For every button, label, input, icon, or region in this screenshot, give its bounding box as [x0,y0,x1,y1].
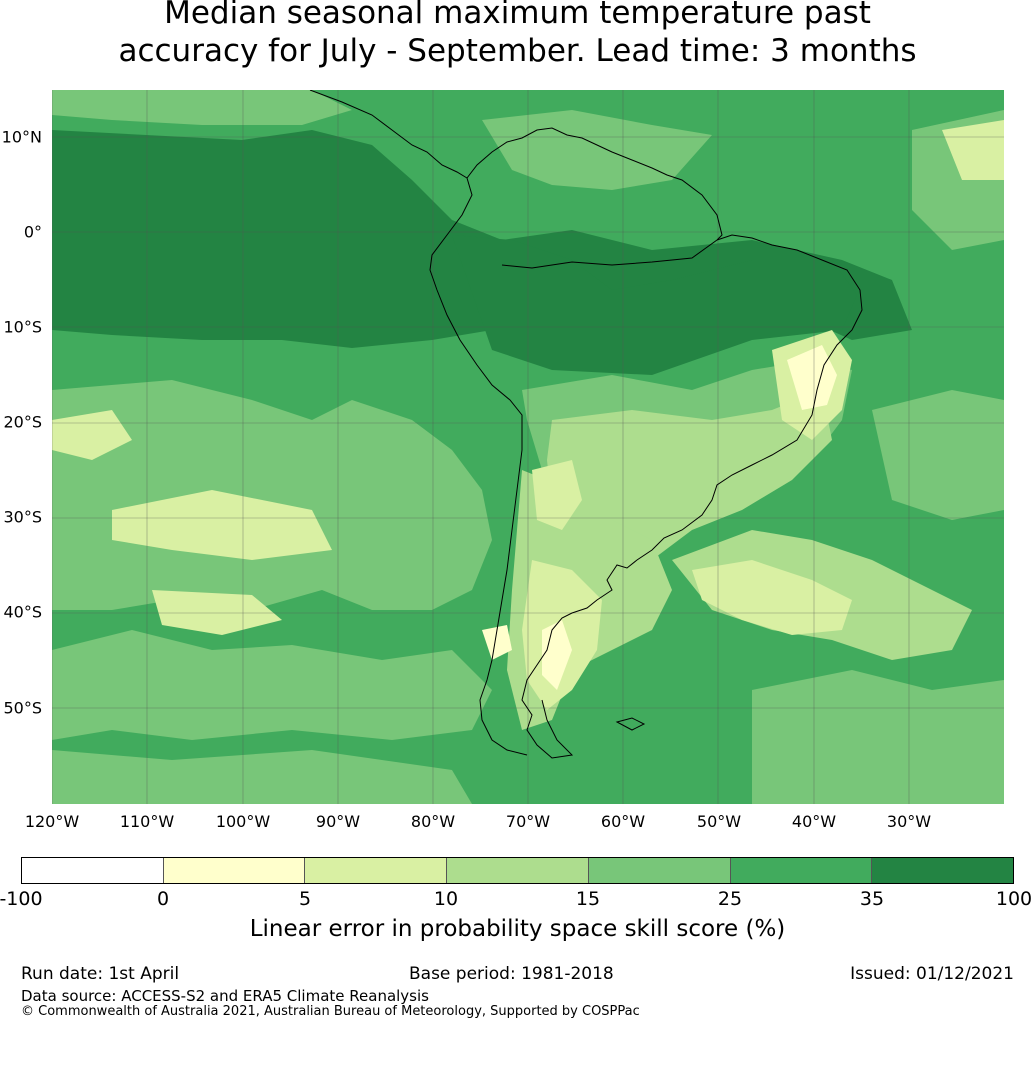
lon-tick-100w: 100°W [215,812,271,831]
field-brazil-pale [787,345,837,410]
lat-tick-10n: 10°N [1,127,42,147]
colorbar-tick: 15 [575,888,601,910]
map-title-line2: accuracy for July - September. Lead time… [118,33,917,69]
colorbar-segment [872,858,1014,883]
field-pacific-light [52,380,492,610]
coastline-south-america [521,234,863,759]
field-chaco-yellow [532,460,582,530]
field-south-atlantic-yellow [692,560,852,635]
coastline-west-south-america [429,177,528,756]
coastline-central-america [309,90,723,241]
issued-date: Issued: 01/12/2021 [850,964,1014,984]
colorbar-tick: 5 [298,888,312,910]
lon-tick-50w: 50°W [696,812,742,831]
colorbar-segment [730,858,873,883]
colorbar-tick: 10 [433,888,459,910]
coastline-amazon-river [501,239,718,269]
skill-score-map [52,90,1004,804]
lon-tick-120w: 120°W [24,812,80,831]
map-gridlines [52,90,1004,804]
field-southwest-light [52,750,472,804]
colorbar-tick: 0 [156,888,170,910]
lon-tick-70w: 70°W [505,812,551,831]
run-date: Run date: 1st April [21,964,180,984]
lon-tick-110w: 110°W [119,812,175,831]
lat-tick-0: 0° [23,222,42,242]
colorbar-segment [588,858,731,883]
colorbar-label: Linear error in probability space skill … [249,916,786,942]
coastline-falklands [615,717,646,731]
colorbar-tick: 100 [995,888,1033,910]
lon-tick-80w: 80°W [410,812,456,831]
field-pacific-yellow [52,410,132,460]
field-argentina-pale [542,620,572,690]
lon-tick-90w: 90°W [315,812,361,831]
colorbar-segment [447,858,589,883]
field-north-dark-2 [452,235,857,375]
colorbar-segment [305,858,448,883]
field-pacific-yellow-2 [112,490,332,560]
colorbar-tick: 35 [859,888,885,910]
lat-tick-30s: 30°S [3,507,42,527]
lon-tick-60w: 60°W [600,812,646,831]
lat-tick-40s: 40°S [3,602,42,622]
lon-tick-30w: 30°W [886,812,932,831]
field-lowest-pale [482,625,512,660]
colorbar-segment [163,858,306,883]
map-title-line1: Median seasonal maximum temperature past [164,0,871,31]
field-eastpac-light [872,390,1004,520]
lat-tick-20s: 20°S [3,412,42,432]
colorbar-tick: -100 [0,888,43,910]
field-east-atlantic-yellow [942,120,1004,180]
map-area [52,90,1004,804]
field-pacific-south [52,630,492,740]
colorbar-tick: 25 [717,888,743,910]
copyright: © Commonwealth of Australia 2021, Austra… [21,1004,640,1019]
lon-tick-40w: 40°W [791,812,837,831]
field-north-light [52,90,352,125]
lat-tick-10s: 10°S [3,317,42,337]
field-pacific-yellow-3 [152,590,282,635]
field-southeast-light [752,670,1004,804]
colorbar [21,857,1014,884]
coastlines [309,90,863,759]
lat-tick-50s: 50°S [3,698,42,718]
map-title: Median seasonal maximum temperature past… [0,0,1035,70]
colorbar-segment [22,858,164,883]
base-period: Base period: 1981-2018 [409,964,614,984]
data-source: Data source: ACCESS-S2 and ERA5 Climate … [21,987,429,1005]
